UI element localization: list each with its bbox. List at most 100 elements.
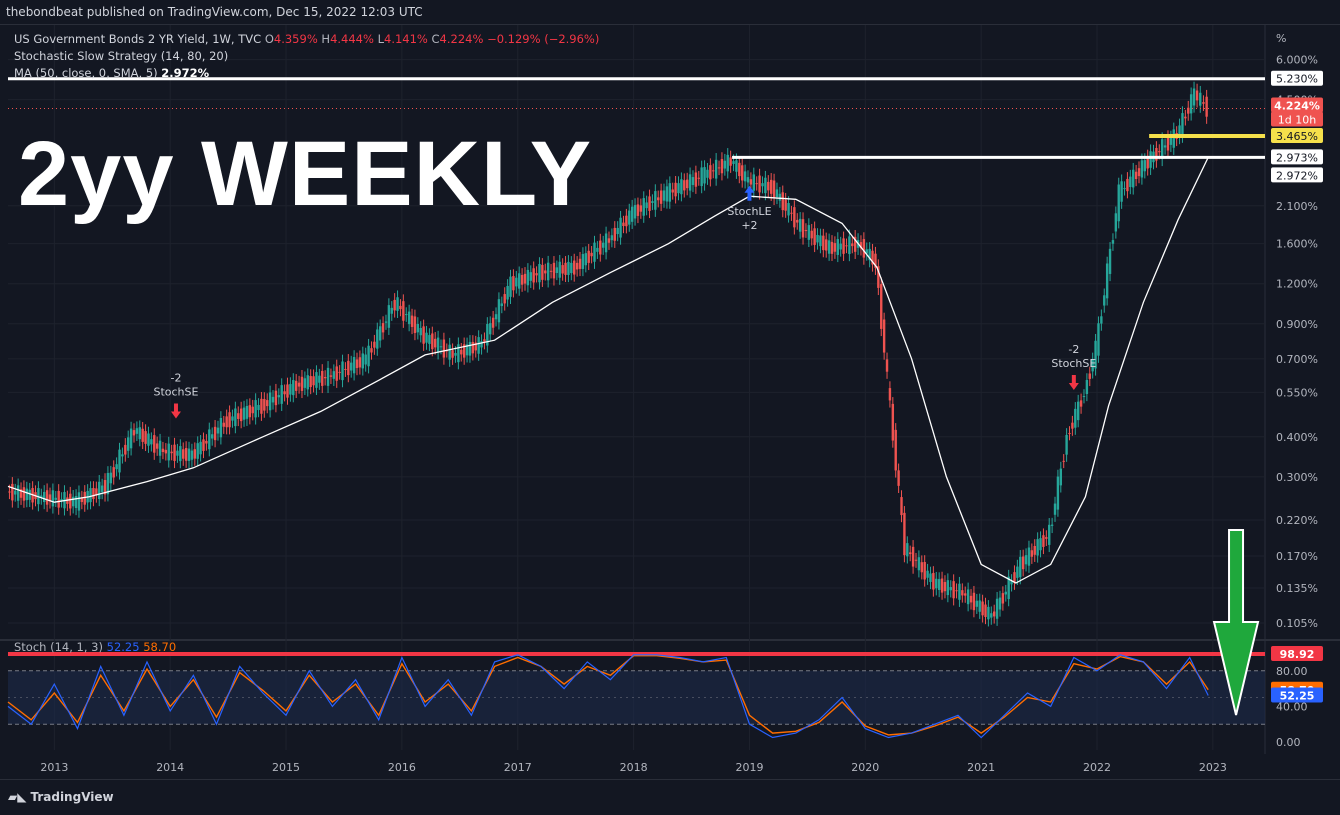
stoch-legend[interactable]: Stoch (14, 1, 3) 52.25 58.70 xyxy=(14,640,176,654)
candle-body xyxy=(1094,340,1097,369)
signal-arrow-up xyxy=(744,185,755,201)
candle-body xyxy=(413,316,417,334)
candle-body xyxy=(1132,169,1135,188)
candle-body xyxy=(280,385,283,404)
candle-body xyxy=(1181,113,1184,136)
candle-body xyxy=(613,227,616,241)
candle-body xyxy=(326,367,330,386)
candle-body xyxy=(234,408,237,427)
candle-body xyxy=(732,161,735,164)
candle-body xyxy=(755,183,758,185)
candle-body xyxy=(196,443,199,459)
candle-body xyxy=(874,253,877,268)
candle-body xyxy=(674,182,677,197)
candle-body xyxy=(906,543,909,557)
candle-body xyxy=(98,481,101,499)
candle-body xyxy=(71,496,75,507)
candle-body xyxy=(187,448,191,461)
candle-body xyxy=(1120,181,1123,202)
candle-body xyxy=(1001,593,1005,604)
candle-body xyxy=(1137,168,1141,177)
candle-body xyxy=(943,582,947,592)
candle-body xyxy=(312,376,315,386)
candle-body xyxy=(370,348,373,353)
candle-body xyxy=(955,590,958,592)
price-chart[interactable]: 6.000%4.500%2.100%1.600%1.200%0.900%0.70… xyxy=(0,25,1340,780)
candle-body xyxy=(500,303,504,307)
candle-body xyxy=(741,165,744,181)
candle-body xyxy=(321,370,324,386)
candle-body xyxy=(512,276,515,291)
candle-body xyxy=(248,405,252,418)
candle-body xyxy=(1010,580,1013,585)
candle-body xyxy=(1192,88,1196,106)
symbol-legend[interactable]: US Government Bonds 2 YR Yield, 1W, TVC … xyxy=(14,32,599,46)
stoch-k-line xyxy=(7,654,1209,739)
candle-body xyxy=(648,196,651,211)
candle-body xyxy=(1205,96,1208,117)
candle-body xyxy=(161,448,165,453)
candle-body xyxy=(402,301,405,321)
candle-body xyxy=(1178,125,1181,138)
candle-body xyxy=(489,323,492,335)
candle-body xyxy=(431,333,434,350)
candle-body xyxy=(859,242,863,249)
candle-body xyxy=(419,327,422,336)
strategy-legend[interactable]: Stochastic Slow Strategy (14, 80, 20) xyxy=(14,49,228,63)
candle-body xyxy=(1117,184,1120,222)
candle-body xyxy=(390,307,393,314)
candle-body xyxy=(1065,434,1068,455)
candle-body xyxy=(590,252,593,257)
candle-body xyxy=(842,238,845,254)
candle-body xyxy=(862,239,866,258)
candle-body xyxy=(237,413,240,419)
candle-body xyxy=(210,434,214,439)
candle-body xyxy=(182,449,185,459)
candle-body xyxy=(758,175,761,193)
candle-body xyxy=(251,406,254,414)
candle-body xyxy=(654,191,657,210)
candle-body xyxy=(900,497,903,516)
stoch-label: Stoch (14, 1, 3) xyxy=(14,640,103,654)
candle-body xyxy=(761,183,764,187)
candle-body xyxy=(587,250,590,263)
candle-body xyxy=(1149,151,1152,168)
candle-body xyxy=(1123,188,1126,190)
candle-body xyxy=(738,162,741,177)
candle-body xyxy=(95,488,98,496)
candle-body xyxy=(77,492,81,511)
candle-body xyxy=(995,598,999,619)
candle-body xyxy=(848,236,851,255)
price-tick-label: 6.000% xyxy=(1276,54,1318,67)
candle-body xyxy=(752,174,756,191)
candle-body xyxy=(827,240,831,254)
tradingview-logo[interactable]: ▰◣ TradingView xyxy=(8,790,114,804)
ma-legend[interactable]: MA (50, close, 0, SMA, 5) 2.972% xyxy=(14,66,209,80)
candle-body xyxy=(894,429,897,471)
signal-qty: -2 xyxy=(171,371,182,384)
candle-body xyxy=(1053,503,1057,515)
candle-body xyxy=(628,210,631,225)
candle-body xyxy=(358,357,362,368)
candle-body xyxy=(703,167,706,184)
candle-body xyxy=(176,450,179,456)
stoch-tick-label: 80.00 xyxy=(1276,665,1308,678)
price-tick-label: 1.200% xyxy=(1276,278,1318,291)
candle-body xyxy=(245,405,249,419)
candle-body xyxy=(767,181,770,191)
candle-body xyxy=(1166,137,1170,151)
candle-body xyxy=(48,494,52,502)
candle-body xyxy=(22,487,26,501)
candle-body xyxy=(593,242,596,262)
candle-body xyxy=(1114,213,1118,232)
candle-body xyxy=(813,228,816,245)
candle-body xyxy=(1100,316,1103,324)
candle-body xyxy=(515,277,518,287)
candle-body xyxy=(538,263,541,283)
candle-body xyxy=(367,345,370,367)
candle-body xyxy=(584,253,588,266)
candle-body xyxy=(155,443,159,449)
candle-body xyxy=(74,496,78,508)
candle-body xyxy=(853,236,857,252)
candle-body xyxy=(448,344,451,360)
